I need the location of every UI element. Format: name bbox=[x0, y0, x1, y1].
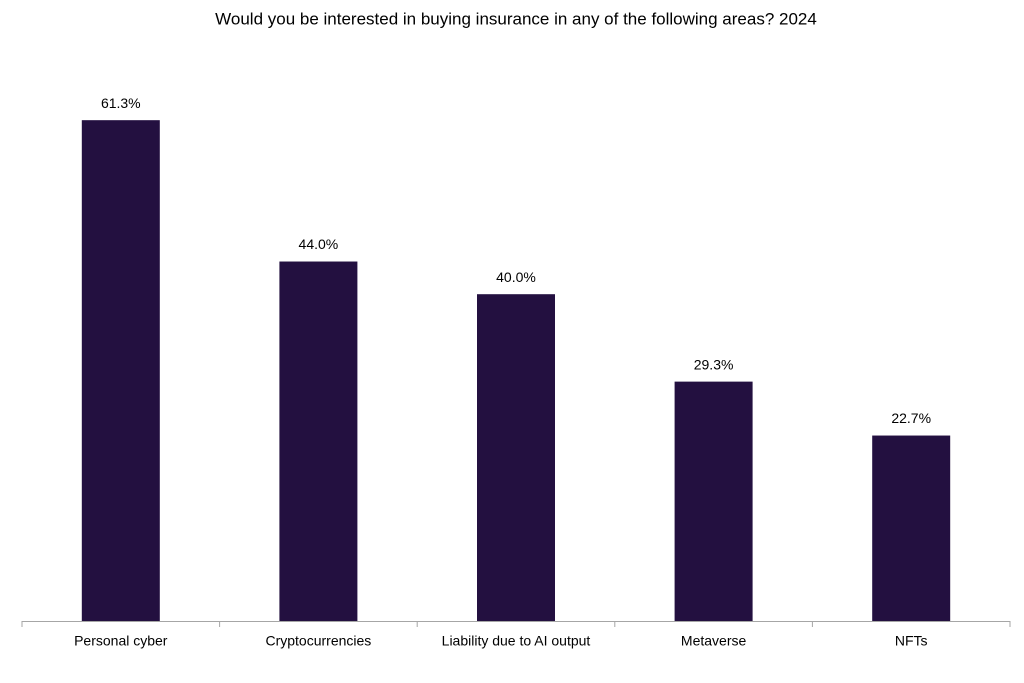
x-tick-label: Personal cyber bbox=[74, 633, 168, 649]
value-label: 61.3% bbox=[101, 95, 141, 111]
bar bbox=[674, 381, 753, 621]
x-tick-label: Metaverse bbox=[681, 633, 747, 649]
x-tick-label: Cryptocurrencies bbox=[265, 633, 371, 649]
bar bbox=[872, 435, 951, 621]
value-label: 22.7% bbox=[891, 410, 931, 426]
value-label: 40.0% bbox=[496, 269, 536, 285]
chart-title: Would you be interested in buying insura… bbox=[215, 9, 817, 28]
value-label: 44.0% bbox=[299, 236, 339, 252]
value-label: 29.3% bbox=[694, 356, 734, 372]
bar bbox=[81, 120, 160, 621]
bar bbox=[279, 261, 358, 621]
x-tick-label: Liability due to AI output bbox=[442, 633, 591, 649]
x-tick-label: NFTs bbox=[895, 633, 928, 649]
bar bbox=[477, 294, 555, 621]
